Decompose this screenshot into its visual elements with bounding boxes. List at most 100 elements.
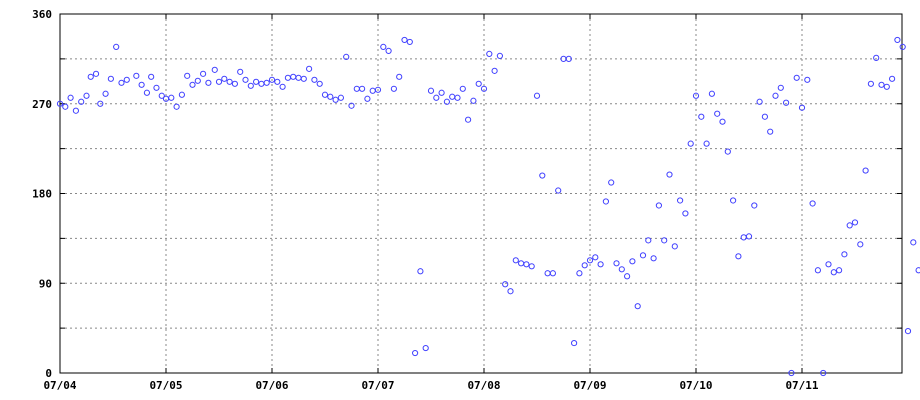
- data-point: [226, 78, 233, 85]
- data-point: [867, 80, 875, 87]
- data-point: [380, 43, 387, 51]
- data-point: [671, 243, 678, 250]
- data-point: [883, 83, 890, 90]
- data-point: [857, 241, 864, 248]
- x-tick-label: 07/11: [785, 379, 818, 392]
- data-point: [480, 85, 488, 92]
- plot-frame: [59, 13, 903, 374]
- data-point: [491, 67, 498, 74]
- data-point: [316, 80, 323, 87]
- data-point: [237, 68, 244, 75]
- data-point: [793, 74, 800, 81]
- data-point: [820, 369, 827, 377]
- data-point: [364, 95, 371, 102]
- y-tick-label: 90: [39, 277, 52, 290]
- data-point: [67, 94, 74, 101]
- data-point: [624, 273, 631, 280]
- data-point: [788, 369, 795, 377]
- data-point: [507, 288, 514, 295]
- data-point: [825, 261, 832, 268]
- data-point: [83, 92, 90, 99]
- data-point: [682, 210, 689, 217]
- data-point: [62, 103, 69, 110]
- x-tick-label: 07/06: [255, 379, 288, 392]
- data-point: [730, 197, 737, 204]
- data-point: [581, 262, 588, 269]
- data-point: [894, 36, 901, 44]
- data-point: [634, 303, 641, 310]
- x-tick-label: 07/10: [679, 379, 712, 392]
- data-point: [613, 260, 620, 267]
- data-point: [242, 76, 249, 83]
- data-point: [745, 233, 753, 240]
- data-point: [692, 92, 700, 99]
- data-point: [158, 92, 165, 99]
- data-point: [777, 84, 784, 91]
- data-point: [348, 102, 355, 109]
- data-point: [200, 70, 207, 77]
- data-point: [422, 344, 429, 352]
- data-point: [433, 94, 440, 101]
- data-point: [655, 202, 663, 209]
- data-point: [118, 79, 125, 86]
- data-point: [263, 79, 270, 86]
- data-point: [708, 90, 716, 97]
- data-point: [528, 263, 535, 270]
- y-tick-label: 270: [32, 98, 52, 111]
- data-point: [783, 99, 790, 106]
- x-tick-label: 07/04: [43, 379, 76, 392]
- data-point: [565, 55, 572, 62]
- data-point: [443, 98, 450, 105]
- data-point: [343, 53, 350, 60]
- data-point: [719, 118, 726, 125]
- x-tick-label: 07/05: [149, 379, 182, 392]
- data-point: [666, 171, 673, 178]
- data-point: [602, 198, 610, 205]
- data-point: [851, 219, 859, 226]
- data-point: [247, 82, 254, 89]
- data-point: [385, 47, 392, 54]
- y-tick-label: 360: [32, 8, 52, 21]
- data-point: [148, 73, 155, 80]
- data-point: [714, 110, 721, 117]
- data-point: [904, 328, 912, 335]
- data-point: [153, 84, 160, 91]
- data-point: [143, 89, 151, 96]
- data-point: [231, 80, 238, 87]
- data-point: [677, 197, 684, 204]
- data-point: [873, 54, 880, 61]
- data-point: [751, 202, 758, 209]
- data-point: [173, 103, 180, 110]
- data-point: [814, 267, 822, 274]
- data-point: [687, 140, 694, 147]
- data-point: [133, 72, 140, 79]
- data-point: [168, 94, 175, 101]
- data-point: [533, 92, 541, 99]
- data-point: [486, 50, 493, 57]
- data-point: [56, 100, 64, 107]
- data-point: [889, 75, 896, 82]
- data-point: [735, 253, 742, 260]
- x-tick-label: 07/07: [361, 379, 394, 392]
- y-tick-label: 180: [32, 188, 52, 201]
- data-point: [113, 43, 120, 51]
- data-point: [650, 255, 657, 262]
- data-point: [836, 267, 843, 274]
- data-point: [268, 76, 276, 83]
- data-point: [401, 36, 408, 44]
- data-point: [475, 80, 482, 87]
- data-point: [221, 75, 228, 82]
- data-point: [107, 75, 114, 82]
- data-point: [899, 43, 906, 51]
- data-point: [138, 81, 145, 88]
- data-point: [639, 252, 647, 259]
- data-points: [56, 36, 920, 377]
- data-point: [412, 349, 419, 357]
- data-point: [539, 172, 546, 179]
- data-point: [915, 267, 920, 274]
- data-point: [321, 91, 329, 98]
- data-point: [645, 237, 652, 244]
- data-point: [454, 94, 461, 101]
